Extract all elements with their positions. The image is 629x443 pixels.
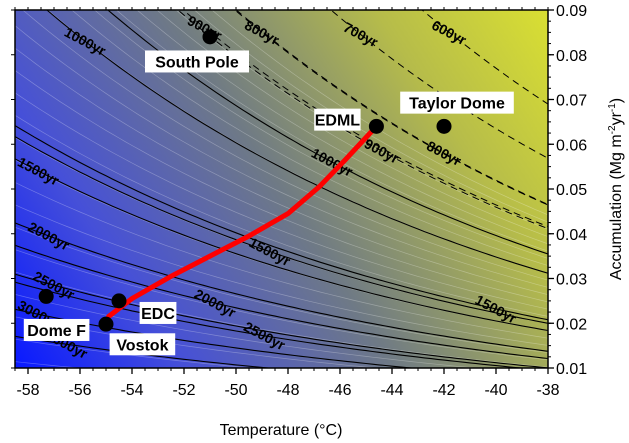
contour-line <box>46 10 548 274</box>
contour-line <box>15 281 527 368</box>
x-tick-label: -46 <box>328 382 351 399</box>
fine-contour-line <box>15 47 548 295</box>
contour-line <box>15 124 548 321</box>
fine-contour-line <box>0 0 574 260</box>
fine-contour-line <box>15 25 548 288</box>
y-axis-title: Accumulation (Mg m-2yr-1) <box>607 98 625 280</box>
contour-line <box>15 222 548 352</box>
fine-contour-line <box>193 10 548 223</box>
fine-contour-line <box>15 294 479 368</box>
y-tick-label: 0.04 <box>556 227 587 244</box>
x-axis: -58 -56 -54 -52 -50 -48 -46 -44 -42 -40 -38 <box>14 7 560 399</box>
site-label: South Pole <box>155 54 239 71</box>
site-label-box <box>314 108 361 131</box>
x-tick-label: -42 <box>432 382 455 399</box>
site-label-box <box>23 318 90 341</box>
y-tick-label: 0.03 <box>556 272 587 289</box>
x-tick-label: -56 <box>68 382 91 399</box>
fine-contour-line <box>15 271 548 368</box>
fine-contour-line <box>0 0 574 274</box>
contour-line <box>235 10 548 206</box>
contour-lines <box>15 10 548 368</box>
fine-contour-line <box>15 338 254 368</box>
site-marker <box>98 316 114 332</box>
x-tick-label: -48 <box>276 382 299 399</box>
fine-contour-line <box>15 182 548 339</box>
x-tick-label: -54 <box>120 382 143 399</box>
site-label-box <box>145 50 249 73</box>
contour-line <box>15 135 548 324</box>
x-tick-label: -50 <box>224 382 247 399</box>
contour-line <box>15 158 548 332</box>
site-label: EDC <box>141 306 175 323</box>
fine-contour-line <box>15 226 548 354</box>
site-label: Dome F <box>27 323 86 340</box>
y-tick-label: 0.07 <box>556 93 587 110</box>
contour-line <box>421 10 548 105</box>
site-label: EDML <box>315 113 361 130</box>
site-label-box <box>400 91 514 114</box>
contour-line <box>107 10 548 255</box>
y-tick-label: 0.01 <box>556 361 587 378</box>
fine-contour-line <box>15 114 548 317</box>
y-tick-label: 0.08 <box>556 48 587 65</box>
contour-line <box>15 244 548 360</box>
site-label-box <box>139 301 177 324</box>
x-tick-label: -44 <box>380 382 403 399</box>
contour-line <box>234 10 548 206</box>
fine-contour-line <box>0 0 574 253</box>
y-tick-label: 0.06 <box>556 137 587 154</box>
x-tick-label: -38 <box>536 382 559 399</box>
fine-contour-line <box>0 0 574 267</box>
contour-line <box>15 335 274 368</box>
fine-contour-line <box>15 204 548 346</box>
y-axis: 0.01 0.02 0.03 0.04 0.05 0.06 0.07 0.08 0.09 <box>11 3 587 378</box>
site-label: Taylor Dome <box>409 96 505 113</box>
contour-line <box>177 10 548 230</box>
site-label-box <box>109 333 176 356</box>
fine-contour-line <box>15 92 548 310</box>
site-marker <box>368 118 384 134</box>
fine-contour-line <box>15 249 548 361</box>
fine-contour-line <box>0 0 574 287</box>
site-markers <box>38 29 452 332</box>
site-label: Vostok <box>116 337 168 354</box>
site-marker <box>202 29 218 45</box>
x-tick-label: -40 <box>484 382 507 399</box>
y-tick-label: 0.02 <box>556 316 587 333</box>
fine-contour-line <box>0 0 574 246</box>
fine-contour-line <box>211 10 548 216</box>
site-marker <box>111 293 127 309</box>
contour-line <box>15 273 548 368</box>
site-labels: South Pole EDML Taylor Dome EDC Dome F Vostok <box>23 50 514 356</box>
fine-contour-line <box>175 10 548 230</box>
red-trajectory-line <box>106 123 379 319</box>
y-tick-label: 0.05 <box>556 182 587 199</box>
y-tick-label: 0.09 <box>556 3 587 20</box>
site-marker <box>38 288 54 304</box>
x-tick-label: -52 <box>172 382 195 399</box>
site-marker <box>436 118 452 134</box>
x-tick-label: -58 <box>16 382 39 399</box>
plot-background <box>15 10 548 368</box>
x-axis-title: Temperature (°C) <box>220 422 343 439</box>
